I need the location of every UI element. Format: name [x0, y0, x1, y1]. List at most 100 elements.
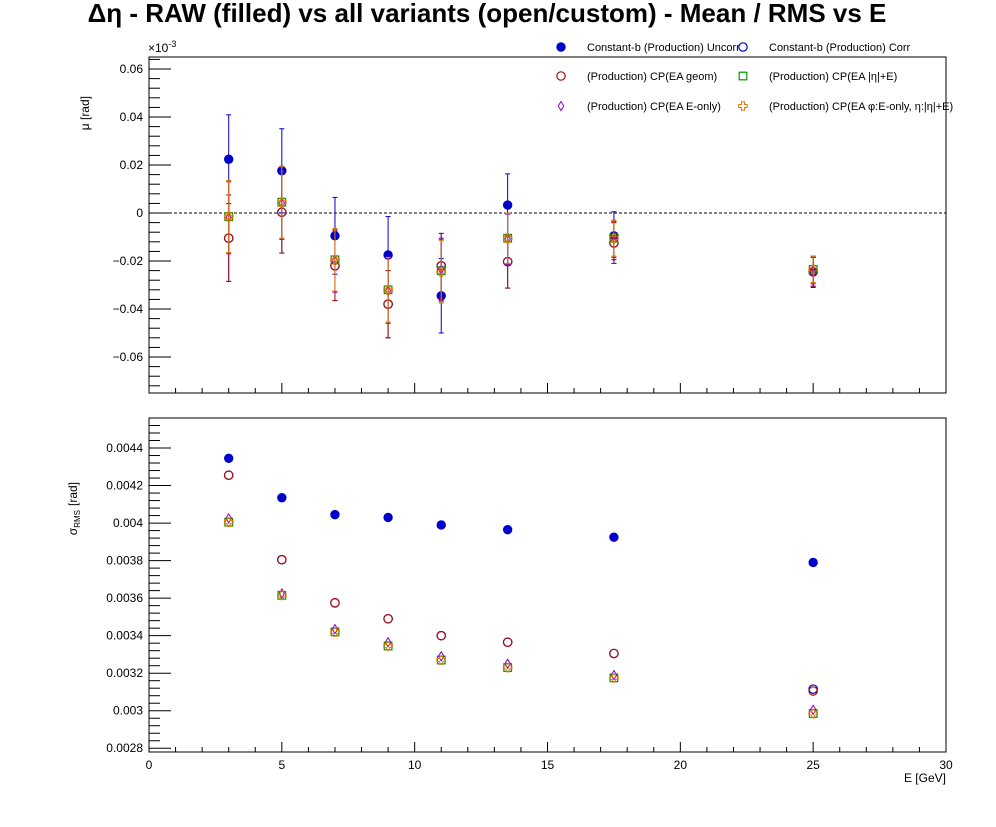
chart-title: Δη - RAW (filled) vs all variants (open/… — [88, 0, 887, 28]
data-point — [277, 197, 287, 207]
y-tick-label: 0.0038 — [106, 554, 143, 568]
legend-label: (Production) CP(EA geom) — [587, 71, 717, 83]
data-point — [223, 517, 234, 527]
data-point — [809, 704, 817, 716]
data-point — [609, 233, 619, 243]
data-point — [277, 554, 287, 565]
bottom-y-axis-label: σRMS[rad] — [66, 482, 82, 535]
top-y-axis-label: μ [rad] — [78, 96, 92, 130]
data-point — [437, 650, 445, 662]
data-point — [223, 211, 234, 222]
legend: Constant-b (Production) Uncorr Constant-b… — [556, 42, 953, 113]
legend-label: (Production) CP(EA |η|+E) — [769, 71, 897, 83]
legend-entry: Constant-b (Production) Uncorr — [556, 42, 740, 54]
series-3 — [224, 165, 818, 323]
series-4 — [225, 166, 817, 324]
data-point — [609, 532, 619, 542]
series-0 — [224, 114, 818, 334]
series-0 — [224, 453, 818, 568]
data-point — [502, 662, 513, 673]
data-point — [383, 613, 393, 624]
series-5 — [223, 165, 818, 323]
data-point — [609, 648, 619, 659]
x-tick-label: 0 — [146, 758, 153, 772]
y-tick-label: −0.04 — [113, 302, 144, 316]
y-tick-label: 0.004 — [113, 516, 143, 530]
legend-marker — [556, 42, 566, 52]
legend-entry: Constant-b (Production) Corr — [738, 42, 911, 54]
data-point — [225, 512, 233, 524]
legend-label: (Production) CP(EA E-only) — [587, 101, 721, 113]
series-1 — [223, 470, 818, 694]
data-point — [502, 524, 513, 535]
y-tick-label: −0.06 — [113, 350, 144, 364]
legend-label: Constant-b (Production) Corr — [769, 42, 911, 54]
x-tick-label: 25 — [806, 758, 820, 772]
series-2 — [223, 170, 818, 339]
data-point — [436, 267, 447, 277]
legend-entry: (Production) CP(EA E-only) — [557, 100, 721, 113]
legend-marker — [738, 71, 748, 81]
series-4 — [225, 512, 817, 716]
y-tick-label: 0.0044 — [106, 441, 143, 455]
y-tick-label: 0.0042 — [106, 479, 143, 493]
x-axis-label: E [GeV] — [904, 771, 946, 785]
legend-entry: (Production) CP(EA |η|+E) — [738, 71, 897, 83]
data-point — [808, 557, 818, 568]
data-point — [224, 154, 234, 164]
bottom-plot: 0.0028 0.003 0.0032 0.0034 0.0036 0.0038 0.004… — [106, 417, 953, 772]
data-point — [277, 493, 287, 503]
y-tick-label: 0.0034 — [106, 629, 143, 643]
series-5 — [223, 517, 818, 719]
data-point — [330, 598, 340, 608]
y-tick-label: 0.06 — [120, 62, 144, 76]
data-point — [504, 658, 512, 670]
data-point — [330, 509, 340, 520]
data-point — [436, 655, 447, 665]
data-point — [277, 590, 287, 601]
data-point — [808, 264, 818, 275]
legend-entry: (Production) CP(EA φ:E-only, η:|η|+E) — [738, 101, 953, 113]
series-3 — [224, 517, 818, 718]
x-tick-label: 20 — [674, 758, 688, 772]
data-point — [436, 630, 447, 641]
x-tick-label: 15 — [541, 758, 555, 772]
data-point — [808, 708, 818, 719]
legend-marker — [738, 42, 748, 52]
y-tick-label: 0.04 — [120, 110, 144, 124]
data-point — [808, 686, 818, 696]
x-tick-label: 30 — [939, 758, 953, 772]
legend-entry: (Production) CP(EA geom) — [556, 71, 717, 83]
y-tick-label: 0.003 — [113, 704, 143, 718]
y-tick-label: 0.0028 — [106, 741, 143, 755]
data-point — [330, 255, 340, 265]
bottom-plot-frame — [148, 417, 947, 753]
data-point — [383, 512, 393, 523]
data-point — [436, 520, 446, 530]
data-point — [502, 637, 513, 648]
data-point — [224, 453, 234, 464]
x-tick-label: 10 — [408, 758, 422, 772]
legend-marker — [556, 71, 566, 81]
legend-marker — [557, 100, 565, 112]
series-1 — [223, 170, 818, 339]
legend-marker — [738, 101, 748, 111]
data-point — [384, 636, 392, 648]
data-point — [330, 627, 340, 637]
series-2 — [223, 470, 818, 696]
legend-label: Constant-b (Production) Uncorr — [587, 42, 740, 54]
data-point — [383, 641, 393, 651]
y-tick-label: 0.0032 — [106, 666, 143, 680]
data-point — [502, 233, 513, 243]
data-point — [502, 200, 513, 210]
top-plot: 0.06 0.04 0.02 0 −0.02 −0.04 −0.06 — [113, 58, 947, 393]
y-tick-label: −0.02 — [113, 254, 144, 268]
legend-label: (Production) CP(EA φ:E-only, η:|η|+E) — [769, 101, 953, 113]
top-exponent-label: ×10-3 — [148, 39, 176, 55]
data-point — [808, 684, 818, 694]
y-tick-label: 0 — [136, 206, 143, 220]
x-tick-label: 5 — [278, 758, 285, 772]
y-tick-label: 0.02 — [120, 158, 144, 172]
